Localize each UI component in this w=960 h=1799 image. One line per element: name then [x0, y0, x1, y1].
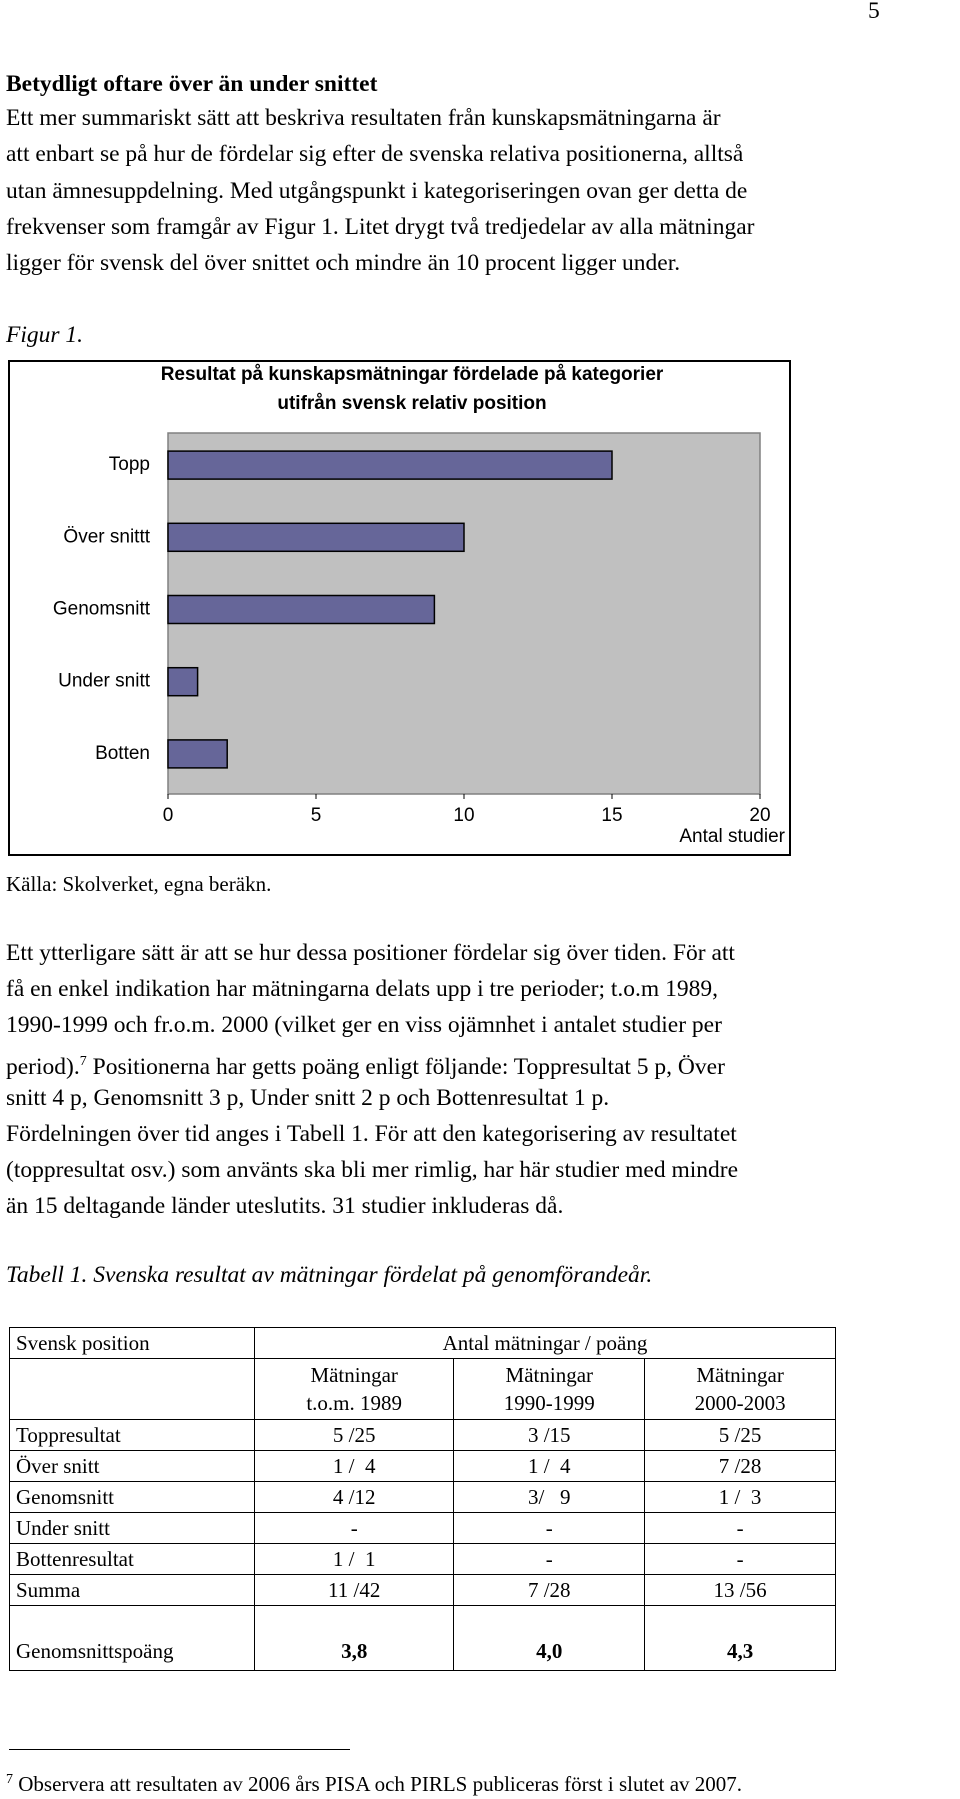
bar — [167, 522, 465, 553]
table: Svensk position Antal mätningar / poäng … — [9, 1327, 836, 1671]
cell: 3,8 — [253, 1605, 455, 1671]
cell: Mätningar 2000-2003 — [644, 1358, 836, 1420]
text-line: ligger för svensk del över snittet och m… — [6, 250, 681, 277]
cell: 1 / 4 — [253, 1450, 455, 1482]
cell-line: Mätningar — [696, 1363, 784, 1387]
text-line: frekvenser som framgår av Figur 1. Litet… — [6, 213, 755, 240]
bar — [167, 739, 228, 769]
page-number: 5 — [868, 0, 880, 24]
cell: - — [644, 1512, 836, 1544]
cell-line: t.o.m. 1989 — [306, 1391, 403, 1415]
x-tick-label: 10 — [453, 805, 474, 826]
cell: 11 /42 — [253, 1574, 455, 1606]
footnote-ref: 7 — [79, 1053, 87, 1069]
cell: 4,0 — [453, 1605, 646, 1671]
cell: 7 /28 — [453, 1574, 646, 1606]
footnote: 7 Observera att resultaten av 2006 års P… — [6, 1765, 742, 1799]
cell: 4 /12 — [253, 1481, 455, 1513]
x-tick-label: 0 — [163, 805, 174, 826]
heading: Betydligt oftare över än under snittet — [6, 71, 378, 97]
cell: Antal mätningar / poäng — [254, 1327, 836, 1359]
table-row: Genomsnittspoäng 3,8 4,0 4,3 — [9, 1605, 836, 1671]
cell: 5 /25 — [253, 1419, 455, 1451]
cell: 7 /28 — [644, 1450, 836, 1482]
x-tick-label: 5 — [311, 805, 322, 826]
table-row: Bottenresultat 1 / 1-- — [9, 1543, 836, 1575]
cell: Summa — [9, 1574, 255, 1606]
cell — [9, 1358, 255, 1420]
cell: Toppresultat — [9, 1419, 255, 1451]
y-tick-label: Genomsnitt — [53, 599, 151, 620]
y-tick-label: Botten — [95, 743, 150, 764]
cell: 1 / 4 — [453, 1450, 646, 1482]
text-line: Ett ytterligare sätt är att se hur dessa… — [6, 940, 735, 966]
cell: Mätningar t.o.m. 1989 — [253, 1358, 455, 1420]
cell: - — [453, 1543, 646, 1575]
text-line: få en enkel indikation har mätningarna d… — [6, 976, 718, 1003]
chart-title: utifrån svensk relativ position — [277, 393, 546, 414]
cell: 5 /25 — [644, 1419, 836, 1451]
figure-caption: Figur 1. — [6, 322, 84, 348]
cell: 3/ 9 — [453, 1481, 646, 1513]
text-line: 1990-1999 och fr.o.m. 2000 (vilket ger e… — [6, 1012, 722, 1039]
cell: Över snitt — [9, 1450, 255, 1482]
cell: 4,3 — [644, 1605, 836, 1671]
footnote-number: 7 — [6, 1772, 13, 1787]
cell: Under snitt — [9, 1512, 255, 1544]
text-line: än 15 deltagande länder uteslutits. 31 s… — [6, 1193, 564, 1220]
text-line: (toppresultat osv.) som använts ska bli … — [6, 1157, 739, 1184]
cell: Genomsnitt — [9, 1481, 255, 1513]
table-header: Svensk position Antal mätningar / poäng — [9, 1327, 836, 1359]
cell-line: Mätningar — [310, 1363, 398, 1387]
source: Källa: Skolverket, egna beräkn. — [6, 872, 272, 896]
table-row: Toppresultat 5 /25 3 /15 5 /25 — [9, 1419, 836, 1451]
footnote-rule — [9, 1749, 350, 1750]
table-caption: Tabell 1. Svenska resultat av mätningar … — [6, 1262, 653, 1288]
text-line: att enbart se på hur de fördelar sig eft… — [6, 141, 744, 168]
cell: Genomsnittspoäng — [9, 1605, 255, 1671]
text-line: Ett mer summariskt sätt att beskriva res… — [6, 105, 721, 131]
y-tick-label: Topp — [109, 454, 150, 475]
cell: 1 / 3 — [644, 1481, 836, 1513]
footnote-text: Observera att resultaten av 2006 års PIS… — [18, 1772, 743, 1796]
x-tick-label: 20 — [749, 805, 770, 826]
cell-line: Mätningar — [505, 1363, 594, 1387]
text: period). — [6, 1053, 80, 1080]
text-line: period).7 Positionerna har getts poäng e… — [6, 1047, 725, 1082]
text: Positionerna har getts poäng enligt följ… — [86, 1053, 725, 1080]
cell: 13 /56 — [644, 1574, 836, 1606]
cell: - — [253, 1512, 455, 1544]
cell: - — [644, 1543, 836, 1575]
bar — [167, 666, 199, 697]
cell-line: 2000-2003 — [694, 1391, 786, 1415]
y-tick-label: Över snittt — [63, 526, 150, 547]
chart: Resultat på kunskapsmätningar fördelade … — [8, 360, 791, 856]
text-line: Fördelningen över tid anges i Tabell 1. … — [6, 1121, 737, 1147]
cell: 1 / 1 — [253, 1543, 455, 1575]
table-row: Summa 11 /42 7 /28 13 /56 — [9, 1574, 836, 1606]
text-line: utan ämnesuppdelning. Med utgångspunkt i… — [6, 177, 748, 204]
cell: - — [453, 1512, 646, 1544]
text-line: snitt 4 p, Genomsnitt 3 p, Under snitt 2… — [6, 1084, 610, 1111]
y-tick-label: Under snitt — [58, 671, 151, 692]
cell: Svensk position — [9, 1327, 255, 1359]
table-row: Under snitt - - - — [9, 1512, 836, 1544]
cell: Bottenresultat — [9, 1543, 255, 1575]
cell-line: 1990-1999 — [503, 1391, 595, 1415]
x-axis-label: Antal studier — [679, 826, 785, 847]
bar — [167, 594, 436, 625]
bar — [167, 450, 613, 480]
chart-title: Resultat på kunskapsmätningar fördelade … — [161, 364, 664, 385]
cell: 3 /15 — [453, 1419, 646, 1451]
x-tick-label: 15 — [601, 805, 622, 826]
cell: Mätningar 1990-1999 — [453, 1358, 646, 1420]
table-subheader: Mätningar t.o.m. 1989 Mätningar 1990-1999 Mä… — [9, 1358, 836, 1420]
